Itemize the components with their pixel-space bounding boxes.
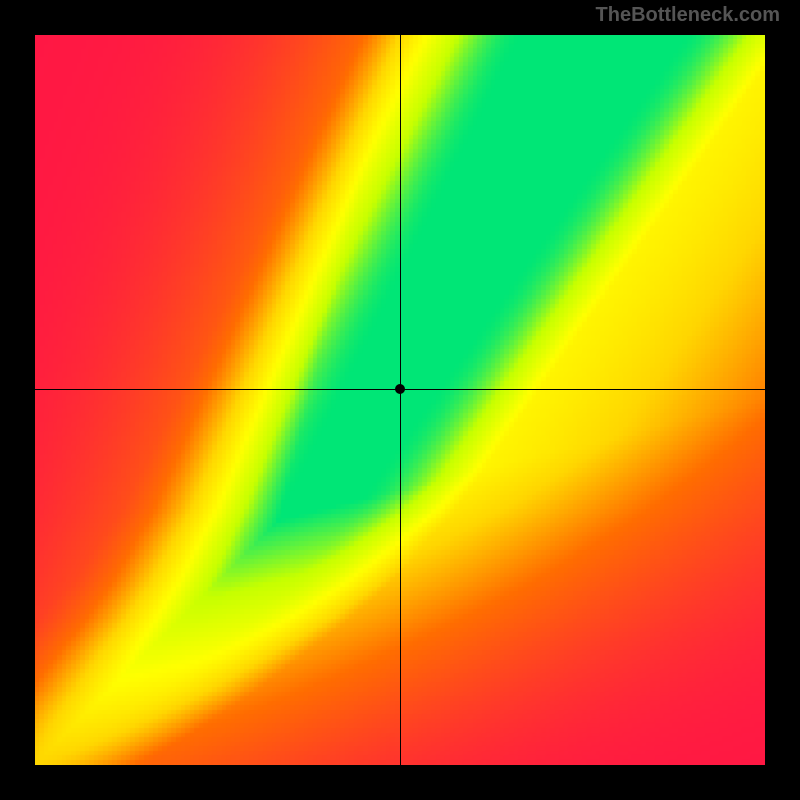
bottleneck-heatmap xyxy=(35,35,765,765)
watermark-text: TheBottleneck.com xyxy=(596,4,780,27)
selection-marker xyxy=(395,384,405,394)
crosshair-vertical xyxy=(400,35,401,765)
